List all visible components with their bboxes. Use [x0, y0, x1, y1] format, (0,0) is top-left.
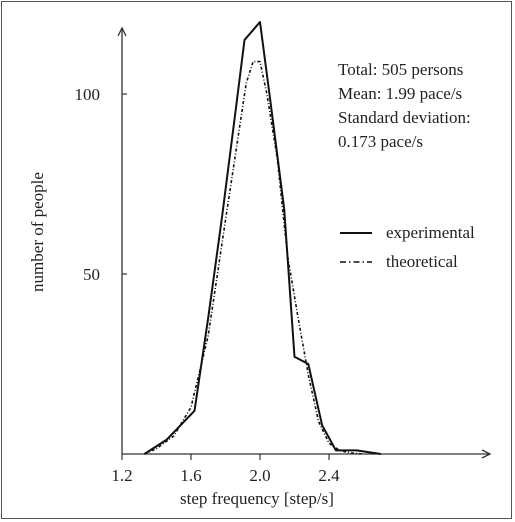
series-line-experimental — [143, 21, 381, 455]
x-axis-arrow — [481, 449, 492, 459]
legend-label-experimental: experimental — [386, 223, 475, 242]
x-tick-label: 2.4 — [318, 466, 340, 485]
x-tick-label: 2.0 — [249, 466, 270, 485]
y-tick-label: 50 — [83, 265, 100, 284]
annotation-mean: Mean: 1.99 pace/s — [338, 84, 462, 103]
legend-label-theoretical: theoretical — [386, 252, 458, 271]
y-axis-arrow — [117, 26, 127, 37]
axes — [117, 26, 492, 459]
axis-labels: step frequency [step/s] number of people — [28, 172, 334, 508]
y-axis-label: number of people — [28, 172, 47, 292]
x-tick-label: 1.2 — [111, 466, 132, 485]
annotation-sd-value: 0.173 pace/s — [338, 132, 423, 151]
x-axis-label: step frequency [step/s] — [180, 489, 334, 508]
annotation-sd-label: Standard deviation: — [338, 108, 471, 127]
legend: experimental theoretical — [340, 223, 475, 271]
tick-marks: 1.2 1.6 2.0 2.4 50 100 — [75, 85, 341, 485]
annotation-total: Total: 505 persons — [338, 60, 463, 79]
series-layer — [143, 21, 381, 455]
y-tick-label: 100 — [75, 85, 101, 104]
series-line-theoretical — [144, 60, 364, 455]
x-tick-label: 1.6 — [180, 466, 201, 485]
stats-annotation: Total: 505 persons Mean: 1.99 pace/s Sta… — [338, 60, 471, 151]
